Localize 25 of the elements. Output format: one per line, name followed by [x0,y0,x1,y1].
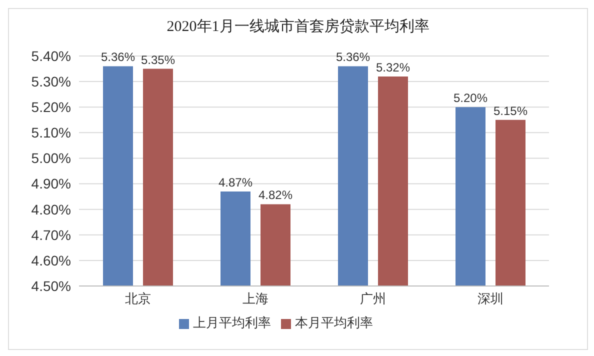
legend-label: 本月平均利率 [295,315,373,330]
y-tick-label: 5.20% [31,99,71,116]
data-label: 5.36% [100,50,136,64]
x-tick-label: 上海 [242,291,268,306]
data-label: 4.87% [218,175,253,190]
y-tick-label: 5.10% [31,124,71,141]
chart-title: 2020年1月一线城市首套房贷款平均利率 [166,17,430,36]
data-label: 5.15% [493,104,528,118]
x-tick-label: 广州 [360,291,386,306]
y-tick-label: 4.60% [31,252,71,268]
data-label: 5.32% [376,60,410,74]
y-tick-label: 4.50% [31,278,71,294]
y-tick-label: 5.00% [31,150,71,166]
y-tick-label: 4.80% [31,201,71,218]
y-tick-label: 4.70% [31,226,71,243]
data-label: 5.36% [336,50,370,64]
y-tick-label: 5.30% [31,74,71,90]
y-tick-label: 5.40% [31,48,71,64]
data-label: 5.20% [453,91,488,106]
legend-label: 上月平均利率 [193,315,271,330]
data-label: 5.35% [140,52,176,67]
x-tick-label: 深圳 [477,291,504,306]
data-label: 4.82% [258,188,293,202]
x-tick-label: 北京 [124,291,151,306]
y-tick-label: 4.90% [31,176,71,192]
